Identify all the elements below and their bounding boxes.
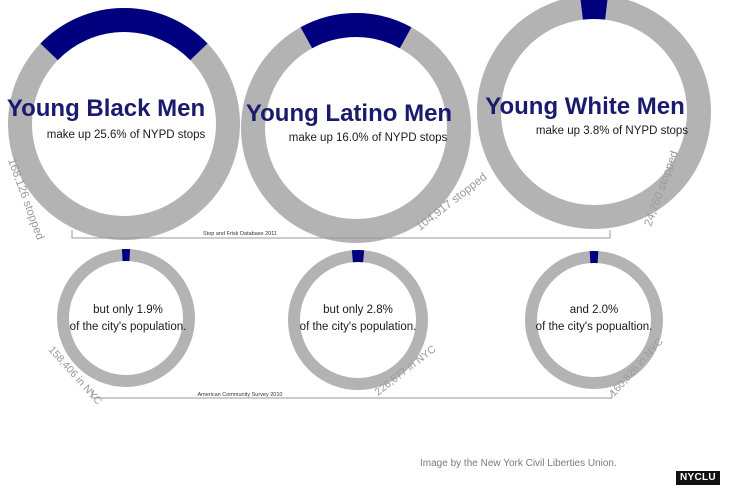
donut-highlight-arc (300, 13, 412, 49)
bracket-line (71, 230, 611, 239)
donut-title: Young Black Men (7, 95, 205, 122)
donut-count-label: 226,677 in NYC (372, 343, 438, 398)
donut-subtitle: make up 25.6% of NYPD stops (47, 129, 206, 141)
donut-subtitle: make up 3.8% of NYPD stops (536, 125, 688, 137)
donut-text-line2: of the city's population. (300, 321, 417, 333)
stops-source-label: Stop and Frisk Database 2011 (203, 231, 277, 237)
donut-white-men-population: and 2.0% of the city's popualtion. 160,8… (525, 250, 666, 399)
donut-count-label: 160,826 in NYC (607, 336, 666, 399)
donut-highlight-arc (40, 8, 208, 61)
donut-latino-men-population: but only 2.8% of the city's population. … (288, 250, 439, 398)
donut-latino-men-stops: Young Latino Men make up 16.0% of NYPD s… (241, 13, 489, 243)
donut-white-men-stops: Young White Men make up 3.8% of NYPD sto… (477, 0, 711, 229)
donut-text-line1: but only 2.8% (323, 304, 393, 316)
donut-subtitle: make up 16.0% of NYPD stops (289, 132, 448, 144)
bracket-line (91, 390, 613, 399)
stops-source-bracket: Stop and Frisk Database 2011 (71, 230, 611, 239)
donut-black-men-population: but only 1.9% of the city's population. … (46, 248, 195, 407)
donut-text-line2: of the city's population. (70, 321, 187, 333)
population-source-label: American Community Survey 2010 (198, 392, 283, 398)
donut-ring (241, 13, 471, 243)
image-credit: Image by the New York Civil Liberties Un… (420, 458, 617, 469)
donut-title: Young White Men (485, 93, 685, 120)
donut-text-line2: of the city's popualtion. (536, 321, 653, 333)
donut-title: Young Latino Men (246, 100, 452, 127)
donut-ring (57, 249, 195, 387)
donut-text-line1: but only 1.9% (93, 304, 163, 316)
donut-black-men-stops: Young Black Men make up 25.6% of NYPD st… (5, 8, 240, 242)
donut-text-line1: and 2.0% (570, 304, 619, 316)
donut-highlight-arc (580, 0, 608, 20)
population-source-bracket: American Community Survey 2010 (91, 390, 613, 399)
nyclu-logo: NYCLU (676, 471, 720, 485)
